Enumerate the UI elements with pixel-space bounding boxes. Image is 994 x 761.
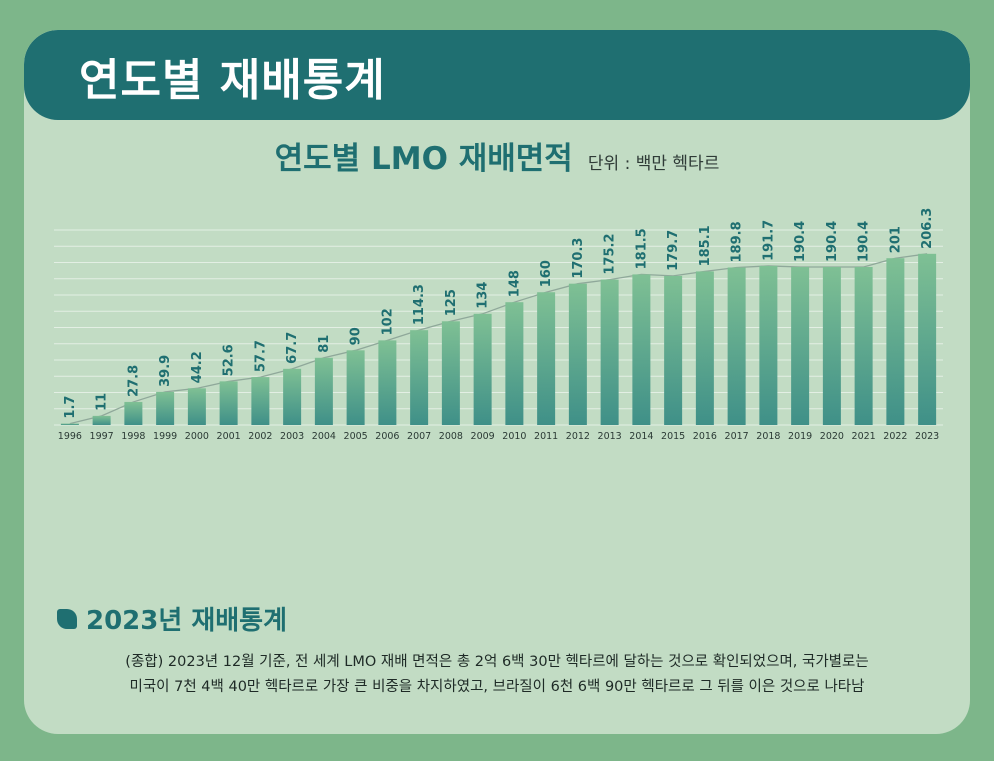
- bar-chart: 1.7 1996 11 1997 27.8 1998 39.9 1999 44.2 2000 52.…: [54, 208, 943, 442]
- bar: [568, 283, 587, 425]
- bar-value-label: 125: [444, 289, 459, 316]
- bar-value-label: 181.5: [634, 228, 649, 269]
- bar-value-label: 134: [476, 282, 491, 309]
- bar: [632, 274, 651, 425]
- bar: [600, 279, 619, 425]
- bar: [664, 275, 683, 425]
- x-tick-label: 2001: [217, 431, 241, 442]
- bar-value-label: 148: [507, 270, 522, 297]
- leaf-bullet-icon: [57, 608, 77, 629]
- bar: [505, 302, 524, 425]
- bar-value-label: 11: [95, 393, 110, 411]
- bar: [314, 357, 333, 425]
- x-tick-label: 2007: [407, 431, 431, 442]
- bar-value-label: 190.4: [857, 221, 872, 262]
- x-tick-label: 2023: [915, 431, 939, 442]
- summary-text: (종합) 2023년 12월 기준, 전 세계 LMO 재배 면적은 총 2억 …: [54, 650, 940, 700]
- x-tick-label: 2006: [375, 431, 399, 442]
- bar-value-label: 190.4: [825, 221, 840, 262]
- x-tick-label: 1997: [90, 431, 114, 442]
- bar: [378, 340, 397, 425]
- section-title: 2023년 재배통계: [86, 606, 288, 636]
- bar: [695, 271, 714, 425]
- bar: [537, 292, 556, 425]
- x-tick-label: 1998: [121, 431, 145, 442]
- bar-value-label: 185.1: [698, 225, 713, 266]
- summary-line: (종합) 2023년 12월 기준, 전 세계 LMO 재배 면적은 총 2억 …: [125, 654, 869, 670]
- x-tick-label: 2014: [629, 431, 653, 442]
- bar: [187, 388, 206, 425]
- bar: [918, 253, 937, 425]
- bar-value-label: 206.3: [920, 208, 935, 249]
- bar: [727, 267, 746, 425]
- bar-value-label: 114.3: [412, 284, 427, 325]
- bar: [283, 368, 302, 425]
- x-tick-label: 2003: [280, 431, 304, 442]
- x-tick-label: 2016: [693, 431, 717, 442]
- header-banner: 연도별 재배통계: [24, 30, 970, 120]
- bar: [886, 258, 905, 425]
- bar: [473, 313, 492, 425]
- bar: [854, 267, 873, 425]
- bar-value-label: 52.6: [222, 344, 237, 376]
- x-tick-label: 2021: [852, 431, 876, 442]
- x-tick-label: 2012: [566, 431, 590, 442]
- section-heading: 2023년 재배통계: [57, 600, 287, 637]
- chart-unit-label: 단위 : 백만 헥타르: [587, 154, 720, 174]
- x-tick-label: 2020: [820, 431, 844, 442]
- bar-value-label: 44.2: [190, 351, 205, 383]
- bar-value-label: 57.7: [253, 340, 268, 372]
- trend-line: [69, 253, 928, 425]
- bar-value-label: 102: [380, 308, 395, 335]
- bar: [156, 391, 175, 425]
- bar-value-label: 81: [317, 335, 332, 353]
- bar-value-label: 160: [539, 260, 554, 287]
- bar-value-label: 170.3: [571, 238, 586, 279]
- bar: [60, 423, 79, 425]
- x-tick-label: 2011: [534, 431, 558, 442]
- bar: [219, 381, 238, 425]
- page-title: 연도별 재배통계: [79, 55, 386, 106]
- bar-value-label: 27.8: [126, 365, 141, 397]
- bar: [346, 350, 365, 425]
- summary-line: 미국이 7천 4백 40만 헥타르로 가장 큰 비중을 차지하였고, 브라질이 …: [129, 679, 865, 695]
- bar-value-label: 1.7: [63, 396, 78, 419]
- bar: [410, 330, 429, 425]
- x-tick-label: 1996: [58, 431, 82, 442]
- bar-value-label: 189.8: [730, 221, 745, 262]
- bar-value-label: 175.2: [603, 233, 618, 274]
- bar: [791, 267, 810, 425]
- x-tick-label: 2008: [439, 431, 463, 442]
- x-tick-label: 2000: [185, 431, 209, 442]
- bar-value-label: 39.9: [158, 355, 173, 387]
- x-tick-label: 2018: [756, 431, 780, 442]
- x-tick-label: 2015: [661, 431, 685, 442]
- chart-heading: 연도별 LMO 재배면적 단위 : 백만 헥타르: [24, 133, 970, 178]
- x-tick-label: 2010: [502, 431, 526, 442]
- bar-value-label: 67.7: [285, 332, 300, 364]
- x-tick-label: 2019: [788, 431, 812, 442]
- bar: [251, 377, 270, 425]
- bar-value-label: 190.4: [793, 221, 808, 262]
- stats-card: 연도별 재배통계 연도별 LMO 재배면적 단위 : 백만 헥타르 1.7 199…: [24, 30, 970, 734]
- x-tick-label: 2022: [883, 431, 907, 442]
- x-tick-label: 1999: [153, 431, 177, 442]
- bar-value-label: 191.7: [761, 220, 776, 261]
- bar: [92, 415, 111, 425]
- x-tick-label: 2005: [344, 431, 368, 442]
- x-tick-label: 2004: [312, 431, 336, 442]
- bar: [822, 267, 841, 425]
- x-tick-label: 2009: [471, 431, 495, 442]
- chart-title: 연도별 LMO 재배면적: [274, 141, 573, 177]
- bar: [759, 265, 778, 425]
- bar-value-label: 90: [349, 327, 364, 345]
- x-tick-label: 2017: [725, 431, 749, 442]
- bar: [441, 321, 460, 425]
- bar-value-label: 201: [888, 226, 903, 253]
- bar: [124, 401, 143, 425]
- x-tick-label: 2013: [598, 431, 622, 442]
- bar-value-label: 179.7: [666, 230, 681, 271]
- x-tick-label: 2002: [248, 431, 272, 442]
